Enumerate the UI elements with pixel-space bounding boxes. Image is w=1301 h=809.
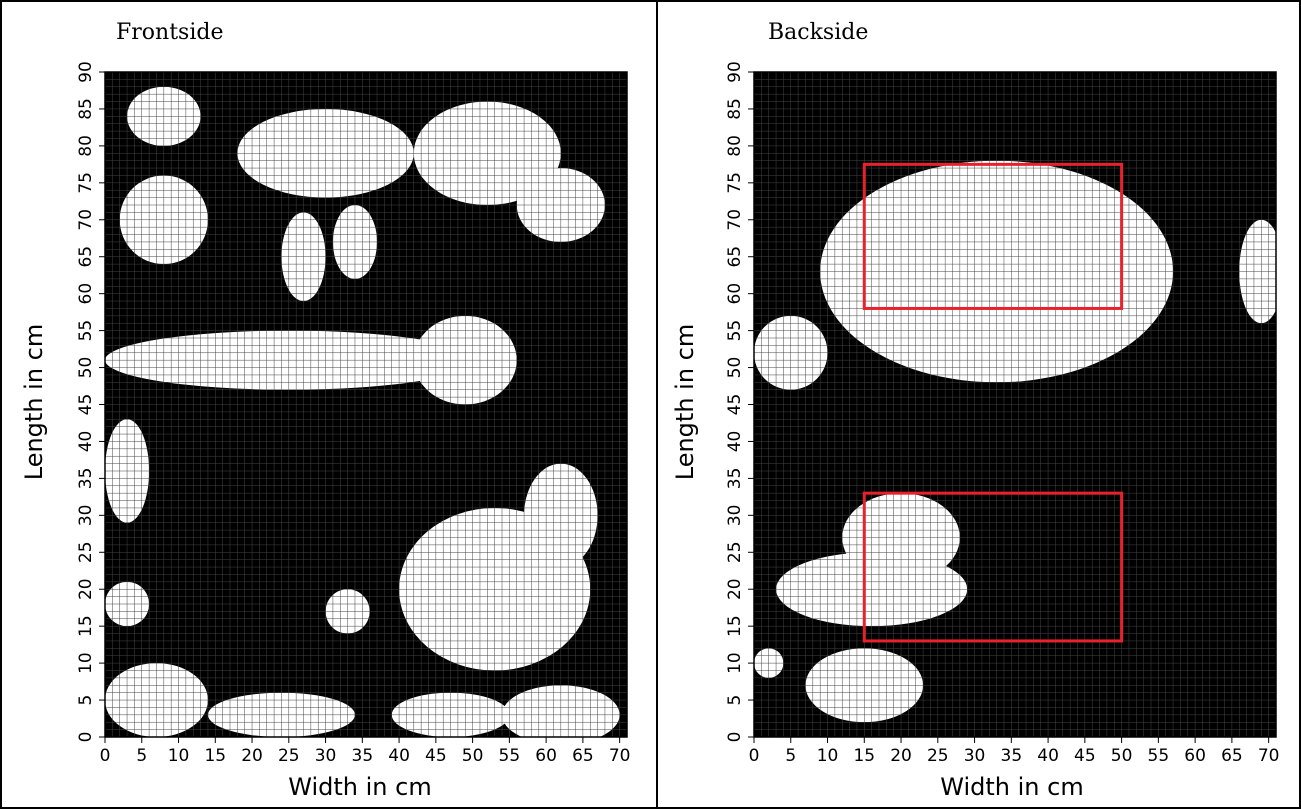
backside-x-tick-label: 70 (1258, 746, 1280, 766)
backside-y-tick-label: 25 (725, 541, 745, 563)
frontside-x-tick-label: 30 (315, 746, 337, 766)
backside-y-tick-label: 75 (725, 172, 745, 194)
frontside-y-tick-label: 60 (76, 283, 96, 305)
frontside-x-tick-label: 40 (388, 746, 410, 766)
frontside-x-tick-label: 65 (572, 746, 594, 766)
frontside-x-tick-label: 55 (499, 746, 521, 766)
frontside-y-tick-label: 45 (76, 394, 96, 416)
backside-y-tick-label: 20 (725, 578, 745, 600)
backside-x-tick-label: 55 (1148, 746, 1170, 766)
backside-highlight-box-1 (862, 491, 1124, 643)
frontside-x-tick-label: 0 (100, 746, 111, 766)
frontside-y-tick-label: 25 (76, 541, 96, 563)
frontside-x-tick-label: 10 (168, 746, 190, 766)
backside-x-tick-label: 10 (817, 746, 839, 766)
frontside-y-tick-label: 55 (76, 320, 96, 342)
frontside-y-tick-label: 0 (76, 732, 96, 743)
backside-y-tick-label: 80 (725, 135, 745, 157)
frontside-panel: Frontside Length in cm Width in cm 0 5 10 1… (20, 20, 630, 801)
backside-y-tick-label: 35 (725, 468, 745, 490)
frontside-y-tick-label: 75 (76, 172, 96, 194)
backside-y-tick-label: 5 (725, 695, 745, 706)
frontside-y-axis-title: Length in cm (20, 324, 48, 481)
frontside-y-tick-label: 5 (76, 695, 96, 706)
frontside-x-tick-label: 20 (241, 746, 263, 766)
backside-y-axis-title: Length in cm (671, 324, 699, 481)
backside-panel: Backside Length in cm Width in cm 0 5 10 15… (671, 20, 1284, 801)
backside-y-tick-label: 60 (725, 283, 745, 305)
frontside-grid (104, 71, 628, 738)
backside-x-tick-label: 45 (1074, 746, 1096, 766)
frontside-title: Frontside (116, 20, 223, 45)
frontside-y-tick-label: 70 (76, 209, 96, 231)
backside-y-tick-label: 45 (725, 394, 745, 416)
backside-y-tick-label: 40 (725, 431, 745, 453)
backside-x-tick-label: 25 (927, 746, 949, 766)
backside-x-tick-label: 0 (749, 746, 760, 766)
frontside-x-tick-label: 50 (462, 746, 484, 766)
frontside-x-tick-label: 5 (136, 746, 147, 766)
frontside-y-tick-label: 80 (76, 135, 96, 157)
frontside-y-tick-label: 50 (76, 357, 96, 379)
backside-y-tick-label: 50 (725, 357, 745, 379)
backside-y-tick-label: 65 (725, 246, 745, 268)
backside-highlight-box-0 (862, 162, 1124, 310)
backside-y-tick-label: 15 (725, 615, 745, 637)
backside-x-tick-label: 65 (1221, 746, 1243, 766)
frontside-y-tick-label: 90 (76, 61, 96, 83)
backside-x-tick-label: 30 (964, 746, 986, 766)
backside-x-tick-label: 20 (890, 746, 912, 766)
frontside-x-tick-label: 45 (425, 746, 447, 766)
frontside-y-tick-label: 15 (76, 615, 96, 637)
frontside-x-tick-label: 70 (609, 746, 631, 766)
backside-y-tick-label: 90 (725, 61, 745, 83)
backside-plot: 0 5 10 15 20 25 30 35 40 45 50 55 60 65 70 0 5 10 15 20 25 30… (725, 61, 1284, 766)
backside-title: Backside (768, 20, 868, 45)
backside-y-tick-label: 55 (725, 320, 745, 342)
frontside-y-tick-label: 65 (76, 246, 96, 268)
backside-x-tick-label: 15 (853, 746, 875, 766)
frontside-x-tick-label: 60 (535, 746, 557, 766)
backside-y-tick-label: 0 (725, 732, 745, 743)
backside-x-axis-title: Width in cm (940, 773, 1083, 801)
frontside-x-tick-label: 35 (352, 746, 374, 766)
backside-x-tick-label: 60 (1184, 746, 1206, 766)
backside-y-tick-label: 30 (725, 505, 745, 527)
frontside-x-axis-title: Width in cm (288, 773, 431, 801)
frontside-y-tick-label: 40 (76, 431, 96, 453)
frontside-y-tick-label: 20 (76, 578, 96, 600)
backside-y-tick-label: 10 (725, 652, 745, 674)
frontside-y-tick-label: 35 (76, 468, 96, 490)
frontside-x-tick-label: 15 (204, 746, 226, 766)
frontside-y-tick-label: 85 (76, 98, 96, 120)
frontside-plot: 0 5 10 15 20 25 30 35 40 45 50 55 60 65 70 0 5 10 15 20 25 30… (76, 61, 630, 766)
backside-x-tick-label: 35 (1001, 746, 1023, 766)
backside-y-tick-label: 85 (725, 98, 745, 120)
frontside-y-tick-label: 30 (76, 505, 96, 527)
frontside-x-tick-label: 25 (278, 746, 300, 766)
backside-x-tick-label: 50 (1111, 746, 1133, 766)
backside-x-tick-label: 40 (1037, 746, 1059, 766)
backside-y-tick-label: 70 (725, 209, 745, 231)
backside-x-tick-label: 5 (785, 746, 796, 766)
frontside-y-tick-label: 10 (76, 652, 96, 674)
